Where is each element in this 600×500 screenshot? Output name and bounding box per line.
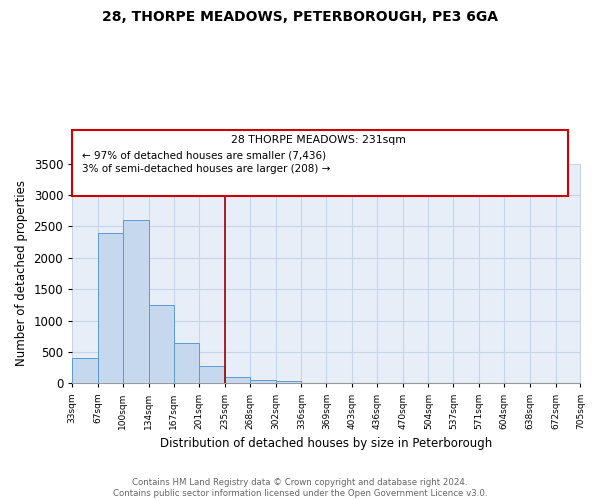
- Text: 28, THORPE MEADOWS, PETERBOROUGH, PE3 6GA: 28, THORPE MEADOWS, PETERBOROUGH, PE3 6G…: [102, 10, 498, 24]
- Bar: [250, 380, 275, 384]
- Bar: [72, 358, 98, 384]
- Bar: [98, 232, 123, 384]
- Text: Contains HM Land Registry data © Crown copyright and database right 2024.
Contai: Contains HM Land Registry data © Crown c…: [113, 478, 487, 498]
- Text: ← 97% of detached houses are smaller (7,436): ← 97% of detached houses are smaller (7,…: [82, 150, 326, 160]
- X-axis label: Distribution of detached houses by size in Peterborough: Distribution of detached houses by size …: [160, 437, 493, 450]
- Bar: [123, 220, 149, 384]
- Bar: [173, 343, 199, 384]
- Text: 3% of semi-detached houses are larger (208) →: 3% of semi-detached houses are larger (2…: [82, 164, 331, 173]
- Bar: [149, 305, 173, 384]
- FancyBboxPatch shape: [72, 130, 568, 196]
- Text: 28 THORPE MEADOWS: 231sqm: 28 THORPE MEADOWS: 231sqm: [231, 135, 406, 145]
- Bar: [275, 382, 301, 384]
- Title: Size of property relative to detached houses in Peterborough: Size of property relative to detached ho…: [146, 148, 507, 161]
- Bar: [225, 377, 250, 384]
- Bar: [199, 366, 225, 384]
- Y-axis label: Number of detached properties: Number of detached properties: [15, 180, 28, 366]
